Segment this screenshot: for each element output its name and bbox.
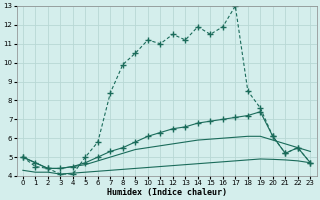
X-axis label: Humidex (Indice chaleur): Humidex (Indice chaleur) (107, 188, 227, 197)
